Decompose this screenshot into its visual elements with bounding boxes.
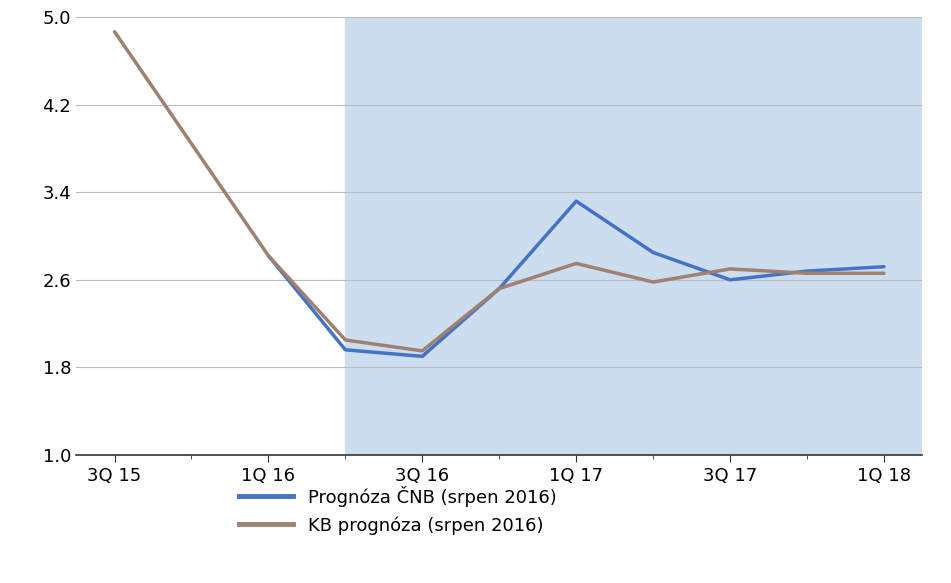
Legend: Prognóza ČNB (srpen 2016), KB prognóza (srpen 2016): Prognóza ČNB (srpen 2016), KB prognóza (… [232,479,564,542]
Bar [345,17,922,455]
